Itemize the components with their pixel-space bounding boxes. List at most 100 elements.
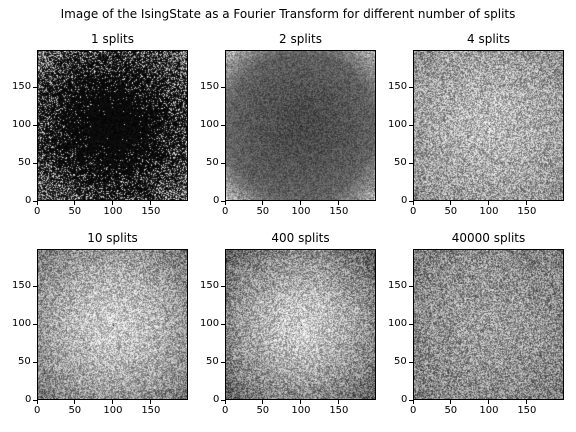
x-tick-label: 150: [517, 405, 537, 416]
x-tick-mark: [262, 400, 264, 404]
subplot-title: 1 splits: [91, 32, 134, 46]
x-tick-label: 50: [444, 206, 458, 217]
y-tick-label: 100: [388, 119, 408, 131]
heatmap-plot: [225, 249, 376, 400]
x-tick-mark: [450, 201, 452, 205]
x-tick-mark: [224, 201, 226, 205]
y-tick-mark: [221, 124, 225, 126]
x-tick-mark: [224, 400, 226, 404]
x-tick-label: 50: [444, 405, 458, 416]
x-tick-mark: [150, 201, 152, 205]
x-tick-label: 0: [34, 405, 41, 416]
heatmap-image: [226, 250, 375, 399]
x-tick-label: 150: [517, 206, 537, 217]
x-tick-mark: [300, 201, 302, 205]
x-tick-label: 0: [222, 206, 229, 217]
x-tick-mark: [36, 201, 38, 205]
y-tick-mark: [409, 399, 413, 401]
y-tick-label: 0: [213, 195, 220, 206]
y-tick-mark: [33, 361, 37, 363]
y-tick-mark: [221, 86, 225, 88]
heatmap-image: [414, 250, 563, 399]
y-tick-label: 50: [206, 356, 219, 368]
y-tick-label: 50: [394, 356, 407, 368]
x-tick-label: 150: [141, 405, 161, 416]
x-tick-mark: [150, 400, 152, 404]
x-tick-label: 50: [68, 206, 82, 217]
heatmap-image: [414, 51, 563, 200]
y-tick-mark: [221, 323, 225, 325]
x-tick-label: 50: [68, 405, 82, 416]
heatmap-plot: [413, 50, 564, 201]
x-tick-label: 100: [479, 206, 499, 217]
y-tick-label: 150: [12, 280, 32, 292]
x-tick-mark: [300, 400, 302, 404]
y-tick-label: 0: [401, 195, 408, 206]
x-tick-label: 100: [479, 405, 499, 416]
y-tick-label: 0: [401, 394, 408, 405]
y-tick-label: 0: [213, 394, 220, 405]
y-tick-label: 50: [206, 157, 219, 169]
y-tick-mark: [409, 323, 413, 325]
heatmap-image: [226, 51, 375, 200]
subplot-title: 4 splits: [467, 32, 510, 46]
y-tick-label: 50: [18, 157, 31, 169]
y-tick-mark: [221, 361, 225, 363]
y-tick-label: 150: [200, 280, 220, 292]
x-tick-mark: [74, 400, 76, 404]
heatmap-image: [38, 250, 187, 399]
x-tick-mark: [488, 400, 490, 404]
subplot-title: 2 splits: [279, 32, 322, 46]
x-tick-mark: [338, 201, 340, 205]
subplot-title: 10 splits: [87, 231, 138, 245]
y-tick-mark: [33, 200, 37, 202]
x-tick-label: 100: [103, 405, 123, 416]
x-tick-mark: [488, 201, 490, 205]
y-tick-mark: [33, 86, 37, 88]
x-tick-mark: [450, 400, 452, 404]
y-tick-label: 150: [388, 280, 408, 292]
x-tick-label: 0: [410, 206, 417, 217]
x-tick-label: 0: [34, 206, 41, 217]
y-tick-label: 50: [18, 356, 31, 368]
x-tick-mark: [74, 201, 76, 205]
y-tick-label: 50: [394, 157, 407, 169]
y-tick-mark: [33, 124, 37, 126]
x-tick-mark: [412, 201, 414, 205]
x-tick-mark: [112, 400, 114, 404]
y-tick-mark: [409, 162, 413, 164]
y-tick-mark: [221, 162, 225, 164]
x-tick-mark: [526, 201, 528, 205]
y-tick-label: 100: [200, 119, 220, 131]
x-tick-label: 0: [410, 405, 417, 416]
x-tick-mark: [338, 400, 340, 404]
y-tick-mark: [221, 285, 225, 287]
x-tick-label: 150: [329, 206, 349, 217]
y-tick-label: 100: [388, 318, 408, 330]
x-tick-label: 100: [291, 206, 311, 217]
y-tick-mark: [221, 200, 225, 202]
y-tick-mark: [33, 399, 37, 401]
y-tick-label: 150: [200, 81, 220, 93]
x-tick-label: 150: [141, 206, 161, 217]
subplot-title: 400 splits: [271, 231, 330, 245]
y-tick-mark: [409, 124, 413, 126]
y-tick-label: 100: [200, 318, 220, 330]
y-tick-label: 100: [12, 318, 32, 330]
x-tick-label: 100: [103, 206, 123, 217]
heatmap-plot: [413, 249, 564, 400]
y-tick-label: 0: [25, 195, 32, 206]
y-tick-mark: [33, 323, 37, 325]
y-tick-mark: [33, 285, 37, 287]
x-tick-mark: [412, 400, 414, 404]
y-tick-mark: [33, 162, 37, 164]
heatmap-plot: [37, 249, 188, 400]
x-tick-mark: [262, 201, 264, 205]
heatmap-image: [38, 51, 187, 200]
y-tick-mark: [409, 200, 413, 202]
x-tick-mark: [526, 400, 528, 404]
y-tick-label: 150: [388, 81, 408, 93]
y-tick-mark: [409, 361, 413, 363]
x-tick-label: 50: [256, 405, 270, 416]
